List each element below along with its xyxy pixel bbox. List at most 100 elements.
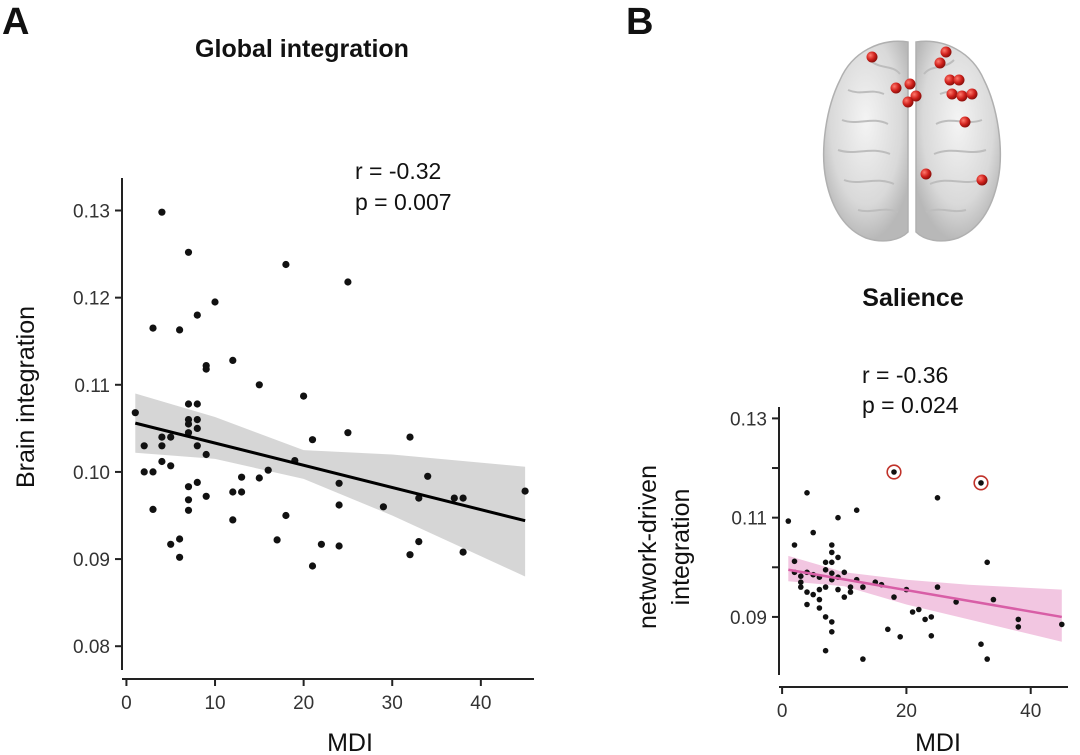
chart-b-data-point bbox=[791, 558, 798, 565]
chart-b-data-point bbox=[934, 495, 941, 501]
chart-b-band-layer bbox=[788, 555, 1062, 642]
chart-a-data-point bbox=[158, 208, 166, 216]
chart-b-data-point bbox=[835, 586, 841, 593]
brain-node bbox=[910, 90, 922, 102]
chart-b-data-point bbox=[822, 647, 829, 654]
chart-b-x-tick-label: 20 bbox=[896, 701, 917, 722]
chart-b-data-point bbox=[909, 609, 916, 615]
chart-b-data-point bbox=[798, 573, 804, 579]
chart-b-data-point bbox=[860, 584, 866, 590]
chart-a-data-point bbox=[193, 311, 201, 319]
chart-a-y-tick-label: 0.08 bbox=[73, 637, 110, 658]
chart-a-data-point bbox=[282, 260, 290, 269]
chart-b-data-point bbox=[891, 594, 897, 600]
chart-b-data-point bbox=[835, 554, 841, 561]
chart-b-x-tick-label: 0 bbox=[777, 701, 788, 722]
chart-a-data-point bbox=[238, 473, 246, 481]
chart-b-y-tick-label: 0.09 bbox=[730, 608, 767, 629]
chart-b-data-point bbox=[953, 599, 959, 605]
chart-b-data-point bbox=[804, 601, 810, 608]
chart-a-data-point bbox=[255, 381, 263, 389]
chart-b-outlier-point bbox=[891, 469, 897, 475]
chart-b-data-point bbox=[804, 589, 810, 595]
chart-a-data-point bbox=[184, 506, 193, 514]
chart-a-data-point bbox=[335, 479, 343, 487]
chart-b-data-point bbox=[829, 542, 835, 548]
chart-a-data-point bbox=[344, 278, 352, 286]
chart-b-data-point bbox=[816, 586, 823, 593]
chart-b-title: Salience bbox=[862, 284, 964, 312]
chart-a-data-point bbox=[176, 535, 184, 543]
chart-b-data-point bbox=[922, 616, 928, 623]
chart-b-y-label-line-2: integration bbox=[667, 489, 695, 606]
chart-b-points-layer bbox=[785, 464, 1065, 662]
chart-b-data-point bbox=[847, 589, 854, 595]
chart-b-data-point bbox=[810, 591, 816, 598]
brain-node bbox=[866, 51, 878, 63]
chart-a-y-ticks-layer: 0.08 0.09 0.10 0.11 0.12 0.13 bbox=[73, 202, 122, 658]
chart-b-data-point bbox=[829, 559, 835, 566]
chart-a-data-point bbox=[202, 365, 210, 373]
chart-a-data-point bbox=[406, 551, 414, 559]
brain-node bbox=[904, 78, 916, 90]
chart-b-x-ticks-layer: 0 20 40 bbox=[777, 687, 1041, 722]
chart-a-data-point bbox=[415, 538, 423, 546]
chart-a-x-ticks-layer: 0 10 20 30 40 bbox=[121, 679, 491, 714]
brain-node bbox=[976, 174, 988, 186]
chart-a-data-point bbox=[273, 536, 281, 544]
chart-b-data-point bbox=[928, 633, 935, 639]
chart-a-x-tick-label: 0 bbox=[121, 693, 132, 714]
chart-a-data-point bbox=[308, 436, 317, 444]
salience-chart: Salience 0.09 0.11 0.13 0 20 40 MDI network-… bbox=[634, 284, 1068, 755]
chart-a-data-point bbox=[335, 542, 343, 550]
chart-a-data-point bbox=[193, 478, 201, 486]
brain-node bbox=[944, 74, 956, 86]
chart-b-data-point bbox=[897, 634, 903, 640]
chart-a-data-point bbox=[131, 409, 139, 417]
brain-illustration bbox=[822, 40, 1002, 242]
global-integration-chart: Global integration 0.080.090.100.110.120… bbox=[12, 35, 534, 755]
chart-a-y-tick-label: 0.12 bbox=[73, 289, 110, 310]
chart-a-x-tick-label: 20 bbox=[293, 693, 314, 714]
chart-a-x-label: MDI bbox=[327, 729, 373, 755]
chart-a-r-value: r = -0.32 bbox=[355, 158, 441, 184]
chart-b-data-point bbox=[785, 518, 792, 524]
chart-b-x-label: MDI bbox=[915, 729, 961, 755]
chart-a-y-label: Brain integration bbox=[12, 306, 40, 488]
chart-b-p-value: p = 0.024 bbox=[862, 392, 959, 418]
chart-b-data-point bbox=[829, 549, 835, 556]
brain-node bbox=[934, 57, 946, 69]
brain-node bbox=[890, 82, 902, 94]
chart-a-data-point bbox=[167, 540, 175, 548]
brain-node bbox=[953, 74, 965, 86]
chart-a-data-point bbox=[184, 420, 193, 428]
chart-a-confidence-band bbox=[135, 393, 526, 577]
chart-a-data-point bbox=[459, 548, 467, 556]
brain-node bbox=[959, 116, 971, 128]
chart-a-x-tick-label: 10 bbox=[204, 693, 225, 714]
chart-b-outlier-point bbox=[978, 480, 984, 486]
chart-a-data-point bbox=[193, 416, 201, 424]
chart-a-data-point bbox=[184, 248, 193, 256]
chart-b-data-point bbox=[916, 606, 922, 613]
chart-b-y-tick-label: 0.13 bbox=[730, 409, 767, 430]
chart-a-y-tick-label: 0.10 bbox=[73, 463, 110, 484]
chart-b-data-point bbox=[798, 584, 804, 590]
chart-a-data-point bbox=[140, 468, 148, 476]
chart-a-data-point bbox=[184, 496, 193, 504]
chart-a-p-value: p = 0.007 bbox=[355, 189, 452, 215]
chart-a-data-point bbox=[229, 488, 237, 496]
chart-a-data-point bbox=[167, 433, 175, 441]
chart-b-data-point bbox=[829, 619, 835, 625]
chart-a-data-point bbox=[415, 494, 423, 502]
chart-b-outlier-ring bbox=[886, 464, 902, 480]
chart-b-data-point bbox=[816, 596, 823, 603]
chart-a-data-point bbox=[167, 462, 175, 470]
chart-a-data-point bbox=[521, 487, 529, 495]
chart-b-data-point bbox=[984, 559, 990, 566]
chart-b-data-point bbox=[791, 542, 798, 548]
chart-a-data-point bbox=[149, 468, 157, 476]
brain-nodes bbox=[866, 46, 988, 186]
brain-node bbox=[956, 90, 968, 102]
